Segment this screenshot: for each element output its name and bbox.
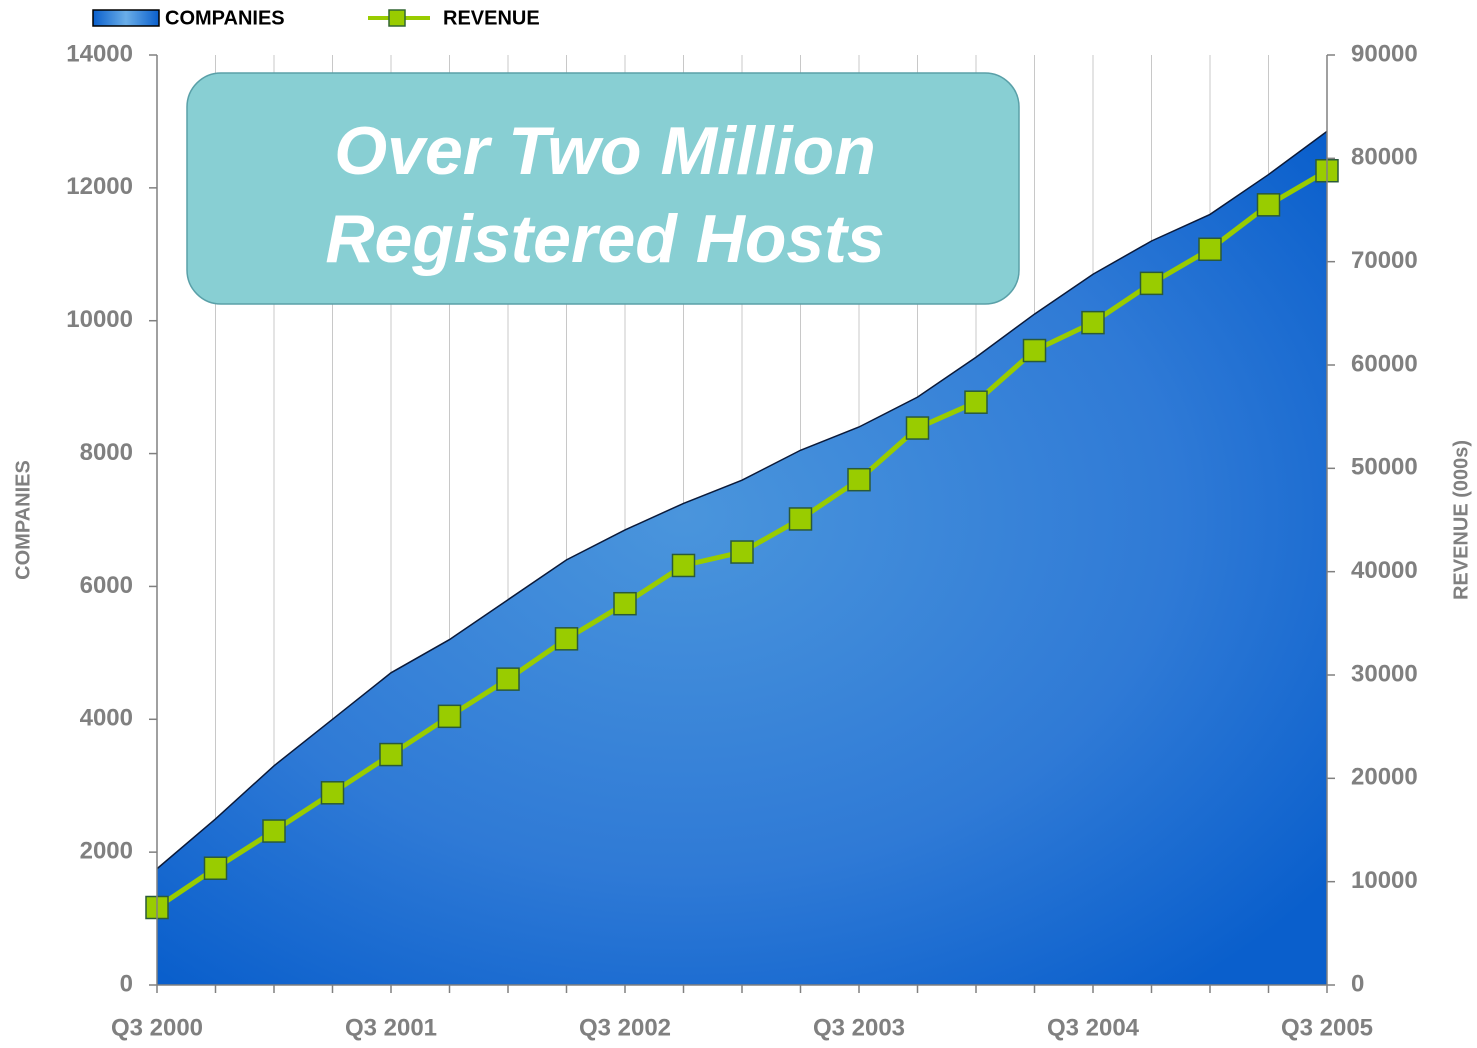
marker	[905, 416, 930, 440]
marker	[262, 819, 286, 843]
marker	[730, 540, 754, 564]
y2-axis-label: REVENUE (000s)	[1450, 440, 1472, 600]
x-tick-label: Q3 2005	[1281, 1014, 1373, 1041]
legend-label: REVENUE	[443, 7, 540, 29]
y2-tick-label: 60000	[1351, 350, 1418, 377]
marker	[320, 781, 345, 805]
legend-marker	[388, 9, 406, 27]
y-tick-label: 0	[120, 970, 133, 997]
marker	[437, 704, 462, 729]
legend-label: COMPANIES	[165, 7, 285, 29]
marker	[847, 467, 871, 492]
marker	[1081, 310, 1105, 335]
marker	[1022, 338, 1047, 363]
marker	[496, 667, 520, 691]
y-tick-label: 10000	[66, 306, 133, 333]
y-tick-label: 2000	[80, 837, 133, 864]
x-tick-label: Q3 2003	[813, 1014, 905, 1041]
y2-tick-label: 20000	[1351, 764, 1418, 791]
annotation-box	[186, 72, 1020, 305]
y2-tick-label: 90000	[1351, 40, 1418, 67]
marker	[788, 507, 813, 531]
annotation: Registered Hosts	[325, 201, 884, 277]
marker	[964, 390, 988, 414]
x-tick-label: Q3 2000	[111, 1014, 203, 1041]
x-tick-label: Q3 2001	[345, 1014, 437, 1041]
marker	[554, 627, 579, 651]
legend-swatch	[92, 9, 160, 27]
y2-tick-label: 70000	[1351, 247, 1418, 274]
x-tick-label: Q3 2004	[1047, 1014, 1140, 1041]
y2-tick-label: 40000	[1351, 557, 1418, 584]
marker	[671, 553, 696, 578]
y-tick-label: 14000	[66, 40, 133, 67]
y2-tick-label: 80000	[1351, 144, 1418, 171]
marker	[203, 856, 228, 880]
y2-tick-label: 50000	[1351, 454, 1418, 481]
y-tick-label: 4000	[80, 705, 133, 732]
y-tick-label: 8000	[80, 439, 133, 466]
marker	[1139, 271, 1164, 296]
y2-tick-label: 10000	[1351, 867, 1418, 894]
y2-tick-label: 0	[1351, 970, 1364, 997]
annotation: Over Two Million	[334, 113, 876, 189]
marker	[379, 742, 403, 767]
y-tick-label: 12000	[66, 173, 133, 200]
x-tick-label: Q3 2002	[579, 1014, 671, 1041]
marker	[613, 591, 637, 616]
marker	[1256, 193, 1281, 217]
y-tick-label: 6000	[80, 572, 133, 599]
y-axis-label: COMPANIES	[12, 460, 34, 580]
area-edge	[156, 130, 1328, 870]
marker	[1198, 237, 1222, 262]
y2-tick-label: 30000	[1351, 660, 1418, 687]
